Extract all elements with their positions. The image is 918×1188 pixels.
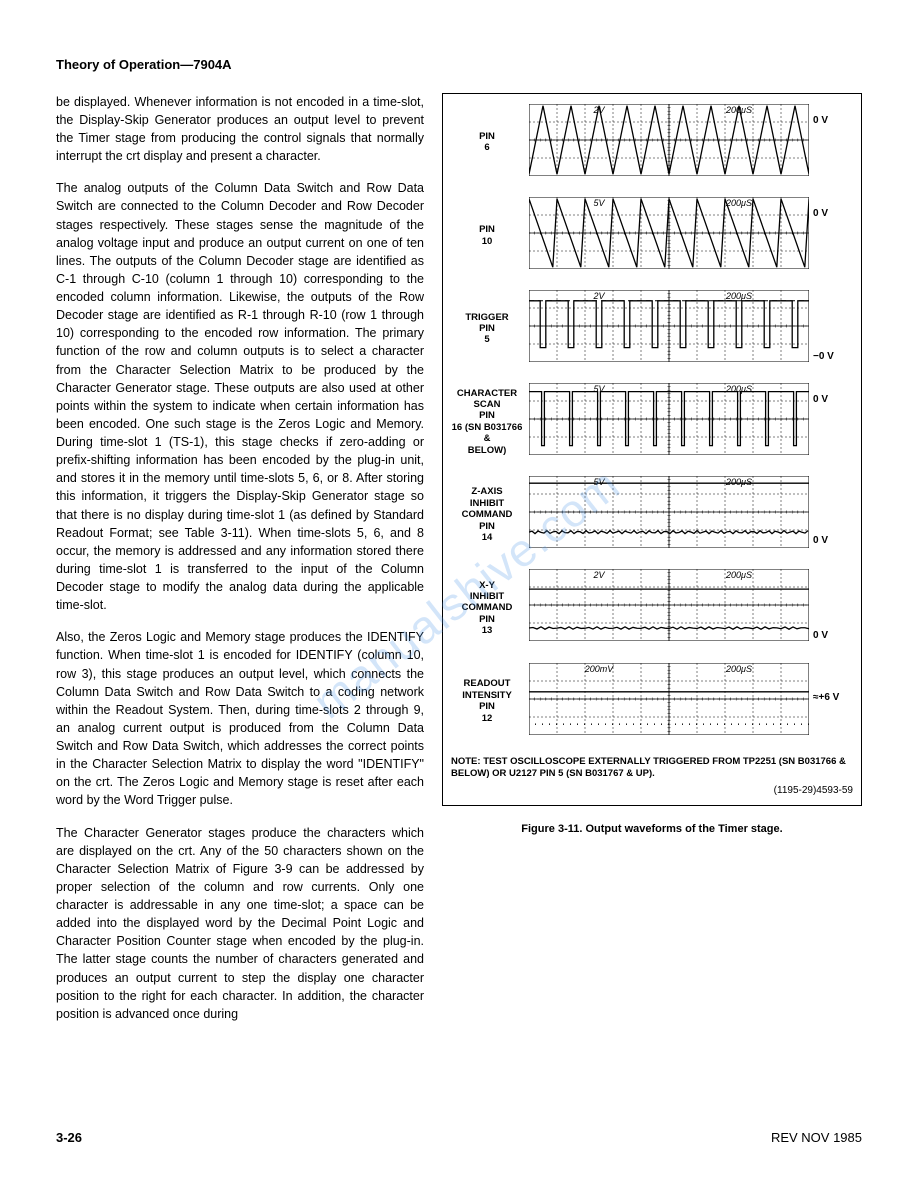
svg-text:200μS: 200μS [725, 291, 752, 301]
svg-text:2V: 2V [592, 570, 605, 580]
paragraph: The Character Generator stages produce t… [56, 824, 424, 1023]
waveform-canvas: 2V200μS 0 V [529, 569, 809, 646]
waveform-ref-label: 0 V [813, 114, 828, 129]
svg-text:5V: 5V [593, 477, 605, 487]
paragraph: The analog outputs of the Column Data Sw… [56, 179, 424, 614]
waveform-canvas: 2V200μS −0 V [529, 290, 809, 367]
svg-text:200μS: 200μS [725, 570, 752, 580]
waveform-ref-label: 0 V [813, 534, 828, 549]
waveform-ref-label: 0 V [813, 393, 828, 408]
svg-text:200μS: 200μS [725, 664, 752, 674]
waveform-row: X-YINHIBITCOMMANDPIN13 2V 200μS 0 V [449, 569, 855, 646]
figure-column: PIN6 2V200μS 0 VPIN10 5V200μS 0 VTRIGGER… [442, 93, 862, 1037]
waveform-canvas: 2V200μS 0 V [529, 104, 809, 181]
waveform-canvas: 5V200μS 0 V [529, 476, 809, 553]
revision: REV NOV 1985 [771, 1129, 862, 1148]
waveform-label: PIN6 [449, 131, 529, 154]
waveform-row: Z-AXISINHIBITCOMMANDPIN14 5V 200μS 0 V [449, 476, 855, 553]
paragraph: be displayed. Whenever information is no… [56, 93, 424, 166]
waveform-row: READOUTINTENSITYPIN12 200mV 200μS ≈+6 V [449, 663, 855, 740]
waveform-label: X-YINHIBITCOMMANDPIN13 [449, 580, 529, 637]
waveform-label: CHARACTERSCANPIN16 (SN B031766&BELOW) [449, 388, 529, 456]
svg-text:200mV: 200mV [584, 664, 615, 674]
waveform-row: CHARACTERSCANPIN16 (SN B031766&BELOW) 5V… [449, 383, 855, 460]
svg-text:200μS: 200μS [725, 384, 752, 394]
svg-text:5V: 5V [593, 384, 605, 394]
figure-box: PIN6 2V200μS 0 VPIN10 5V200μS 0 VTRIGGER… [442, 93, 862, 806]
svg-text:200μS: 200μS [725, 198, 752, 208]
svg-text:2V: 2V [592, 291, 605, 301]
svg-text:5V: 5V [593, 198, 605, 208]
waveform-canvas: 200mV200μS ≈+6 V [529, 663, 809, 740]
waveform-ref-label: 0 V [813, 207, 828, 222]
waveform-ref-label: −0 V [813, 350, 834, 365]
page-footer: 3-26 REV NOV 1985 [56, 1129, 862, 1148]
figure-id: (1195-29)4593-59 [449, 784, 853, 799]
paragraph: Also, the Zeros Logic and Memory stage p… [56, 628, 424, 809]
waveform-label: TRIGGERPIN5 [449, 312, 529, 346]
waveform-label: READOUTINTENSITYPIN12 [449, 678, 529, 724]
figure-note: NOTE: TEST OSCILLOSCOPE EXTERNALLY TRIGG… [451, 756, 853, 781]
waveform-canvas: 5V200μS 0 V [529, 197, 809, 274]
waveform-row: PIN6 2V200μS 0 V [449, 104, 855, 181]
waveform-canvas: 5V200μS 0 V [529, 383, 809, 460]
waveform-row: TRIGGERPIN5 2V 200μS −0 V [449, 290, 855, 367]
text-column: be displayed. Whenever information is no… [56, 93, 424, 1037]
figure-caption: Figure 3-11. Output waveforms of the Tim… [442, 822, 862, 838]
svg-text:200μS: 200μS [725, 477, 752, 487]
page-header: Theory of Operation—7904A [56, 56, 862, 75]
main-content: be displayed. Whenever information is no… [56, 93, 862, 1037]
waveform-label: Z-AXISINHIBITCOMMANDPIN14 [449, 486, 529, 543]
page-number: 3-26 [56, 1129, 82, 1148]
waveform-label: PIN10 [449, 224, 529, 247]
waveform-ref-label: ≈+6 V [813, 691, 839, 706]
waveform-row: PIN10 5V 200μS 0 V [449, 197, 855, 274]
waveform-ref-label: 0 V [813, 629, 828, 644]
